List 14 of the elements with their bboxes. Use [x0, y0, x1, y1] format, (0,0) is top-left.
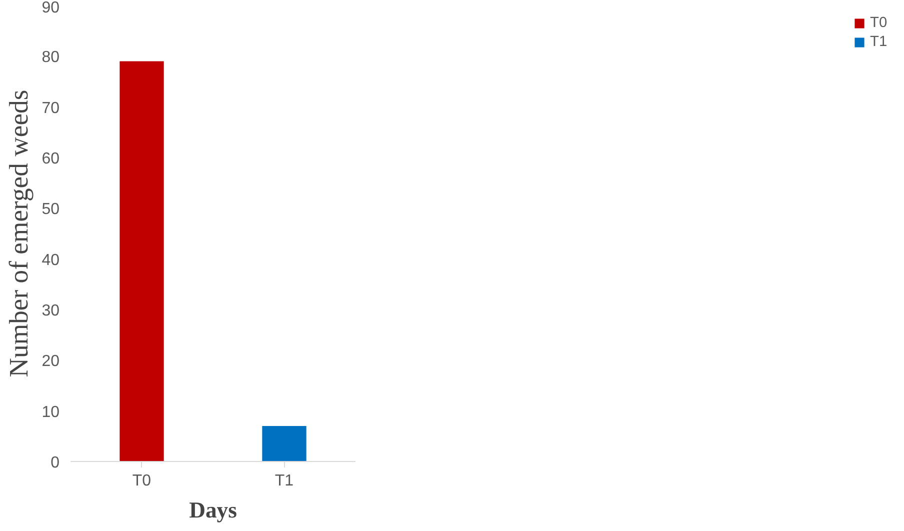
y-tick-label: 20 — [42, 353, 60, 370]
y-tick-label: 80 — [42, 49, 60, 66]
y-tick-label: 70 — [42, 100, 60, 117]
y-tick-label: 60 — [42, 150, 60, 168]
y-tick-label: 90 — [42, 0, 60, 16]
y-tick-label: 50 — [42, 201, 60, 218]
x-axis-title: Days — [189, 498, 238, 522]
y-axis-title: Number of emerged weeds — [4, 90, 34, 378]
y-tick-label: 0 — [50, 454, 60, 472]
y-tick-label: 30 — [42, 302, 60, 320]
legend-label: T1 — [870, 34, 888, 50]
y-tick-label: 10 — [42, 404, 60, 421]
y-tick-label: 40 — [42, 252, 60, 269]
legend-label: T0 — [870, 15, 888, 31]
